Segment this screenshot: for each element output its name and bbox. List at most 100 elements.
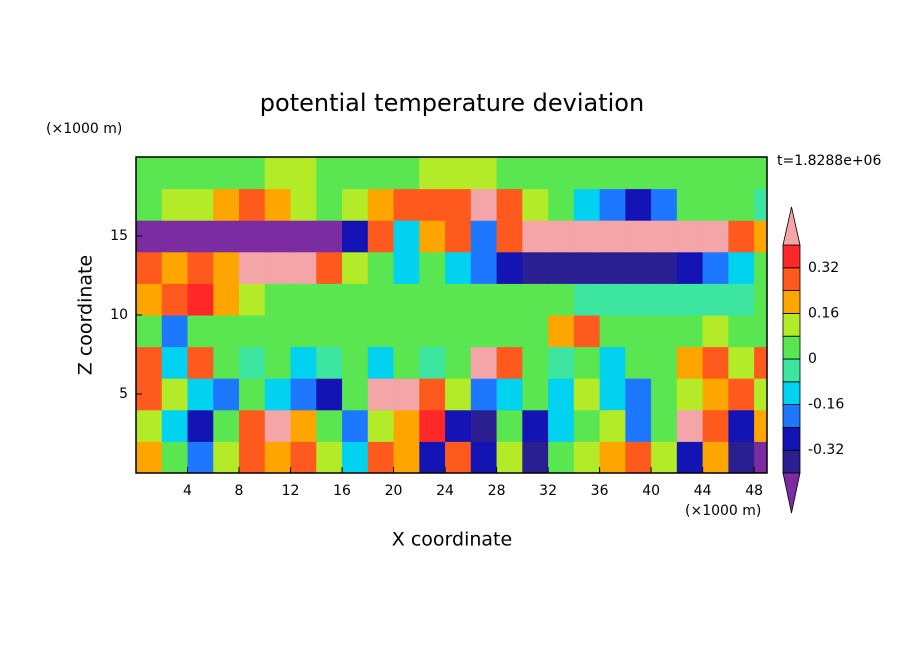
contour-cell <box>728 378 755 411</box>
contour-cell <box>548 315 575 348</box>
contour-cell <box>676 157 704 190</box>
contour-cell <box>470 315 498 348</box>
contour-cell <box>728 346 755 379</box>
contour-cell <box>548 409 575 442</box>
contour-cell <box>342 188 369 221</box>
contour-cell <box>470 346 498 379</box>
contour-cell <box>264 220 292 253</box>
contour-cell <box>522 409 549 442</box>
contour-cell <box>445 315 472 348</box>
contour-cell <box>213 441 240 473</box>
contour-cell <box>496 251 523 284</box>
contour-cell <box>290 251 317 284</box>
contour-cell <box>445 283 472 316</box>
contour-cell <box>625 220 652 253</box>
contour-cell <box>187 346 214 379</box>
contour-cell <box>136 409 163 442</box>
contour-cell <box>264 283 292 316</box>
contour-cell <box>651 157 678 190</box>
contour-cell <box>573 283 601 316</box>
contour-cell <box>625 283 652 316</box>
contour-cell <box>239 283 266 316</box>
contour-cell <box>496 188 523 221</box>
contour-cell <box>573 441 601 473</box>
contour-cell <box>625 251 652 284</box>
contour-cell <box>342 378 369 411</box>
contour-cell <box>367 378 395 411</box>
contour-cell <box>573 346 601 379</box>
contour-cell <box>264 346 292 379</box>
contour-cell <box>702 157 729 190</box>
contour-cell <box>754 346 767 379</box>
contour-cell <box>728 315 755 348</box>
contour-cell <box>136 157 163 190</box>
contour-cell <box>445 220 472 253</box>
contour-cell <box>651 315 678 348</box>
contour-cell <box>702 378 729 411</box>
contour-cell <box>573 157 601 190</box>
x-tick-label: 16 <box>333 483 351 499</box>
contour-cell <box>161 378 189 411</box>
contour-cell <box>290 378 317 411</box>
contour-cell <box>676 346 704 379</box>
y-tick-label: 5 <box>119 386 128 402</box>
contour-cell <box>393 315 420 348</box>
contour-cell <box>573 315 601 348</box>
colorbar-label: 0.32 <box>808 260 839 276</box>
contour-cell <box>264 378 292 411</box>
contour-cell <box>445 251 472 284</box>
contour-cell <box>522 441 549 473</box>
contour-cell <box>419 157 446 190</box>
contour-cell <box>625 409 652 442</box>
field <box>136 157 767 473</box>
contour-cell <box>702 251 729 284</box>
contour-cell <box>445 409 472 442</box>
contour-cell <box>239 441 266 473</box>
x-tick-label: 28 <box>488 483 506 499</box>
contour-cell <box>599 251 626 284</box>
contour-cell <box>367 315 395 348</box>
contour-cell <box>316 378 343 411</box>
colorbar-box <box>782 290 801 314</box>
x-tick-label: 24 <box>436 483 454 499</box>
contour-cell <box>599 409 626 442</box>
contour-cell <box>522 315 549 348</box>
contour-cell <box>187 441 214 473</box>
contour-cell <box>290 283 317 316</box>
contour-cell <box>187 409 214 442</box>
contour-cell <box>625 346 652 379</box>
contour-cell <box>316 441 343 473</box>
contour-cell <box>187 157 214 190</box>
contour-cell <box>754 378 767 411</box>
contour-cell <box>445 378 472 411</box>
contour-cell <box>522 157 549 190</box>
contour-cell <box>316 157 343 190</box>
contour-cell <box>419 441 446 473</box>
contour-cell <box>316 283 343 316</box>
contour-cell <box>342 283 369 316</box>
contour-cell <box>239 409 266 442</box>
contour-cell <box>470 378 498 411</box>
contour-cell <box>316 346 343 379</box>
contour-cell <box>625 315 652 348</box>
contour-cell <box>213 188 240 221</box>
contour-cell <box>239 220 266 253</box>
contour-cell <box>470 409 498 442</box>
x-tick-label: 12 <box>282 483 300 499</box>
contour-cell <box>702 441 729 473</box>
contour-cell <box>522 378 549 411</box>
contour-cell <box>651 188 678 221</box>
contour-cell <box>702 283 729 316</box>
contour-cell <box>676 283 704 316</box>
contour-cell <box>161 251 189 284</box>
contour-cell <box>728 409 755 442</box>
colorbar-box <box>782 404 801 428</box>
contour-cell <box>136 346 163 379</box>
contour-cell <box>754 251 767 284</box>
contour-cell <box>496 157 523 190</box>
contour-cell <box>548 251 575 284</box>
contour-cell <box>754 220 767 253</box>
contour-cell <box>393 283 420 316</box>
contour-cell <box>548 283 575 316</box>
contour-cell <box>728 220 755 253</box>
